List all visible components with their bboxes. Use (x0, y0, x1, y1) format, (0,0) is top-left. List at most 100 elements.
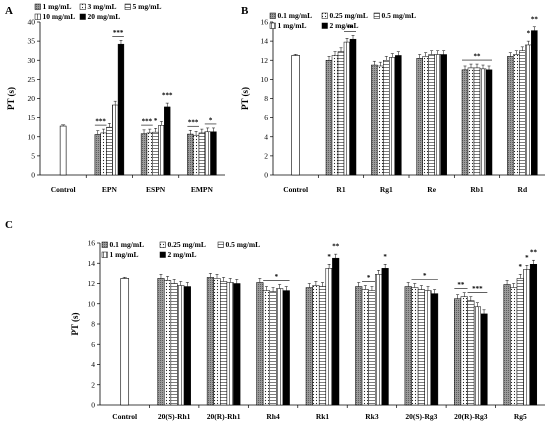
bar-empn-1 (192, 134, 200, 176)
y-tick-label: 8 (264, 94, 268, 103)
significance-label: * (525, 254, 529, 262)
panel-letter: C (5, 219, 13, 231)
y-axis-title: PT (s) (240, 87, 250, 110)
legend-swatch (101, 241, 108, 248)
bar-rg5-4 (529, 264, 538, 406)
legend-swatch (321, 12, 328, 19)
legend-swatch (217, 241, 224, 248)
x-category-label: Control (112, 412, 137, 421)
bar-epn-0 (94, 134, 101, 176)
legend-swatch (79, 13, 86, 20)
y-axis-title: PT (s) (6, 87, 16, 110)
x-category-label: Re (427, 185, 436, 194)
bar-espn-4 (164, 106, 171, 176)
x-category-label: 20(R)-Rg3 (454, 412, 488, 421)
legend-label: 5 mg/mL (133, 2, 162, 11)
x-category-label: Rk3 (365, 412, 379, 421)
significance-label: * (519, 263, 523, 271)
legend-swatch (34, 13, 41, 20)
bar-20-r-rg3-3 (473, 306, 481, 406)
significance-label: * (154, 117, 158, 125)
bar-rk1-3 (325, 268, 333, 406)
bar-rg5-2 (516, 278, 524, 406)
y-tick-label: 8 (91, 320, 95, 329)
bar-r1-4 (349, 38, 357, 176)
y-tick-label: 4 (91, 360, 95, 369)
x-category-label: ESPN (146, 185, 166, 194)
bar-rg5-1 (510, 287, 518, 406)
bar-20-r-rg3-1 (460, 296, 468, 406)
x-category-label: 20(S)-Rg3 (405, 412, 437, 421)
x-category-label: EMPN (191, 185, 214, 194)
significance-label: ** (530, 249, 538, 257)
bar-rb1-2 (473, 67, 481, 176)
significance-label: *** (113, 29, 124, 37)
bar-rk3-3 (374, 274, 383, 406)
significance-label: ** (531, 15, 539, 23)
bar-rd-3 (525, 44, 532, 176)
y-tick-label: 10 (261, 75, 269, 84)
bar-20-s-rg3-4 (431, 293, 439, 406)
bar-20-r-rh1-4 (233, 283, 241, 406)
legend-label: 2 mg/mL (330, 21, 359, 30)
x-category-label: Rk1 (316, 412, 330, 421)
bar-20-s-rg3-1 (411, 287, 419, 406)
significance-label: ** (474, 53, 482, 61)
bar-rg1-0 (371, 64, 378, 176)
bar-re-4 (440, 54, 447, 176)
legend-label: 2 mg/mL (168, 250, 197, 259)
significance-label: * (275, 273, 279, 281)
significance-label: * (423, 272, 427, 280)
bar-rk3-4 (381, 268, 389, 406)
y-tick-label: 12 (88, 279, 96, 288)
y-tick-label: 16 (261, 18, 269, 27)
legend-swatch (159, 241, 166, 248)
bar-20-r-rh1-0 (206, 277, 214, 406)
bar-epn-2 (106, 126, 113, 176)
bar-r1-1 (331, 55, 339, 176)
y-tick-label: 2 (91, 380, 95, 389)
legend-label: 20 mg/mL (88, 12, 121, 21)
bar-re-3 (434, 54, 441, 176)
bar-rk1-4 (332, 257, 340, 406)
x-category-label: EPN (102, 185, 118, 194)
bar-epn-3 (112, 104, 119, 176)
bar-rk1-2 (318, 286, 327, 406)
bar-r1-0 (325, 60, 333, 176)
bar-espn-1 (146, 132, 153, 176)
y-tick-label: 14 (261, 37, 269, 46)
significance-label: * (327, 253, 331, 261)
significance-label: ** (347, 24, 355, 32)
legend-label: 1 mg/mL (278, 21, 307, 30)
bar-rh4-1 (262, 290, 271, 406)
y-tick-label: 30 (28, 56, 36, 65)
bar-control (120, 278, 130, 406)
y-tick-label: 5 (31, 151, 35, 160)
significance-label: * (209, 116, 213, 124)
legend-swatch (269, 12, 276, 19)
bar-rb1-3 (479, 68, 487, 176)
significance-label: * (527, 30, 531, 38)
bar-rh4-2 (269, 291, 277, 406)
y-tick-label: 0 (91, 401, 95, 410)
y-tick-label: 0 (31, 171, 35, 180)
bar-r1-3 (343, 41, 351, 176)
bar-20-s-rh1-2 (170, 283, 178, 406)
bar-empn-3 (204, 131, 211, 176)
y-tick-label: 40 (28, 18, 36, 27)
bar-control (59, 125, 67, 176)
y-tick-label: 6 (91, 340, 95, 349)
legend-swatch (101, 251, 108, 258)
x-category-label: Control (283, 185, 308, 194)
bar-rd-4 (531, 30, 538, 176)
bar-rh4-3 (276, 288, 284, 406)
bar-espn-0 (140, 133, 148, 176)
bar-20-s-rg3-3 (424, 290, 432, 406)
legend-label: 1 mg/mL (43, 2, 72, 11)
bar-rg5-3 (523, 269, 531, 406)
significance-label: *** (95, 118, 106, 126)
bar-20-r-rg3-4 (480, 313, 488, 406)
bar-rg1-1 (377, 65, 384, 176)
bar-rk3-1 (361, 289, 369, 406)
bar-espn-3 (158, 125, 165, 176)
